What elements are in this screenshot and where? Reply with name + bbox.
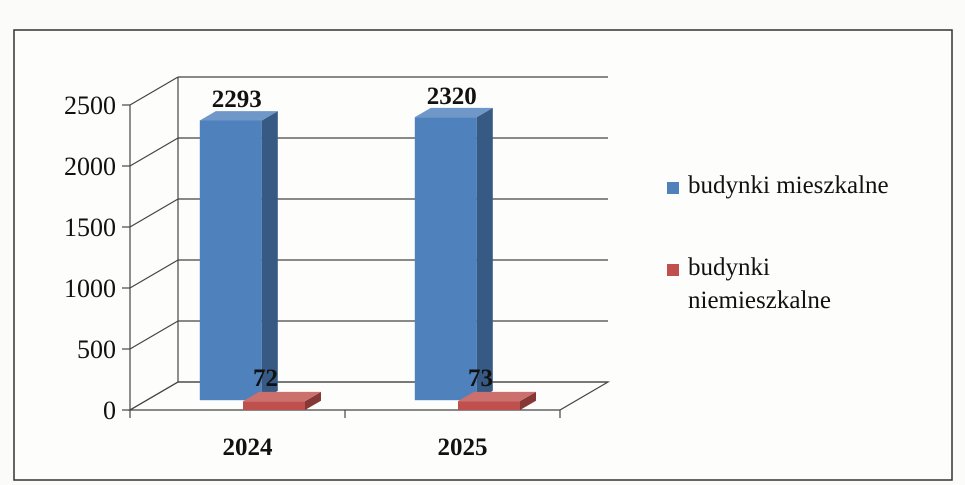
x-tick-label: 2024: [223, 434, 274, 461]
y-tick-label: 500: [77, 335, 116, 364]
legend: budynki mieszkalne budynki niemieszkalne: [667, 172, 889, 314]
legend-label: niemieszkalne: [688, 287, 831, 314]
axes: 0 500 1000 1500 2000 2500: [64, 91, 130, 425]
bar-side: [261, 111, 278, 401]
gridline-side: [129, 198, 179, 228]
chart-floor: [127, 381, 611, 411]
labels: 2293 72 2024 2320 73 2025: [212, 83, 493, 461]
x-tick-label: 2025: [438, 434, 488, 461]
legend-item: budynki mieszkalne: [667, 172, 889, 199]
gridline-side: [129, 137, 179, 167]
data-label: 72: [253, 365, 278, 392]
bar-top: [243, 391, 321, 402]
legend-swatch: [667, 182, 679, 194]
y-tick-label: 1500: [64, 213, 116, 242]
bar-budynki-mieszkalne-2025: [414, 117, 477, 401]
y-tick-label: 0: [103, 396, 116, 425]
bar-side: [476, 107, 493, 401]
bar-top: [458, 391, 536, 402]
data-label: 2320: [427, 83, 477, 110]
y-tick-label: 2500: [64, 91, 116, 120]
bar-budynki-niemieszkalne-2024: [243, 401, 305, 410]
back-wall: [129, 77, 179, 410]
legend-label: budynki: [688, 254, 770, 281]
bar-budynki-niemieszkalne-2025: [458, 401, 520, 410]
gridline-side: [129, 320, 179, 350]
data-label: 2293: [212, 86, 262, 113]
bar-top: [414, 107, 493, 118]
bar-top: [199, 111, 278, 121]
bars: [199, 107, 536, 410]
y-tick-label: 1000: [64, 274, 116, 303]
bar-side: [520, 391, 536, 410]
floor: [127, 381, 611, 418]
legend-item: budynki niemieszkalne: [667, 254, 831, 314]
gridline-side: [129, 76, 179, 106]
gridline-side: [129, 259, 179, 289]
y-tick-label: 2000: [64, 152, 116, 181]
legend-swatch: [667, 264, 679, 276]
bar-side: [305, 391, 321, 410]
bar-budynki-mieszkalne-2024: [199, 120, 262, 401]
legend-label: budynki mieszkalne: [688, 172, 889, 199]
data-label: 73: [468, 365, 493, 392]
